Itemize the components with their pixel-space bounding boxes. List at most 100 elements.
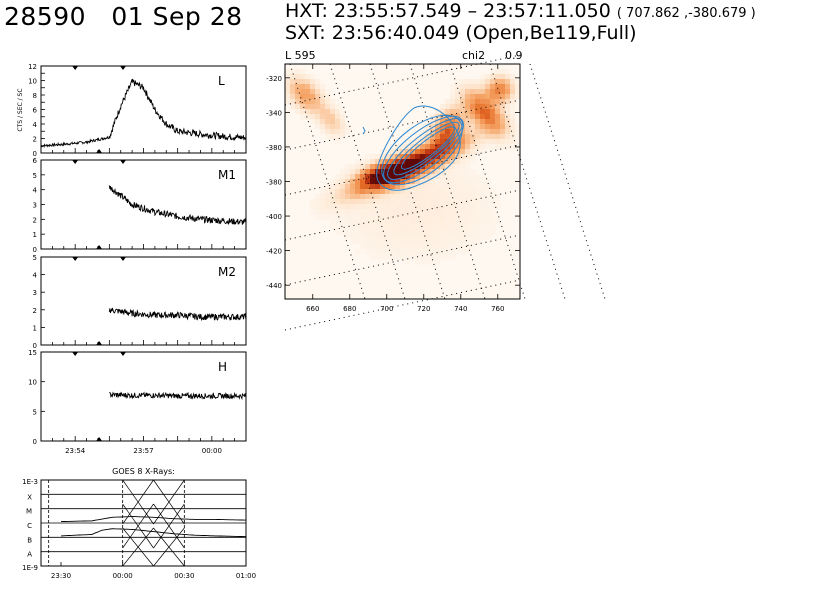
image-pixel [375, 154, 381, 160]
image-pixel [420, 224, 426, 230]
image-pixel [455, 174, 461, 180]
image-pixel [325, 194, 331, 200]
image-pixel [485, 194, 491, 200]
image-pixel [445, 99, 451, 105]
image-pixel [310, 74, 316, 80]
image-pixel [295, 74, 301, 80]
image-pixel [285, 79, 291, 85]
image-pixel [440, 114, 446, 120]
image-pixel [435, 249, 441, 255]
image-pixel [480, 129, 486, 135]
image-pixel [395, 219, 401, 225]
image-pixel [370, 154, 376, 160]
image-pixel [320, 119, 326, 125]
image-pixel [370, 229, 376, 235]
image-pixel [420, 214, 426, 220]
image-pixel [325, 99, 331, 105]
image-pixel [360, 214, 366, 220]
image-pixel [440, 129, 446, 135]
image-pixel [475, 204, 481, 210]
image-pixel [395, 234, 401, 240]
image-pixel [350, 174, 356, 180]
image-pixel [475, 144, 481, 150]
image-pixel [430, 244, 436, 250]
image-pixel [360, 244, 366, 250]
event-id-date: 28590 01 Sep 28 [4, 2, 243, 31]
image-pixel [380, 219, 386, 225]
image-pixel [470, 189, 476, 195]
image-pixel [445, 249, 451, 255]
image-pixel [385, 244, 391, 250]
image-pixel [395, 194, 401, 200]
image-pixel [485, 189, 491, 195]
image-pixel [395, 164, 401, 170]
image-pixel [365, 214, 371, 220]
image-pixel [490, 69, 496, 75]
interval-marker-top [120, 352, 126, 356]
image-pixel [390, 249, 396, 255]
image-pixel [470, 234, 476, 240]
image-pixel [325, 94, 331, 100]
image-pixel [460, 219, 466, 225]
image-pixel [320, 84, 326, 90]
image-pixel [445, 239, 451, 245]
image-pixel [455, 89, 461, 95]
image-pixel [470, 134, 476, 140]
image-pixel [485, 204, 491, 210]
y-tick-label: -380 [266, 144, 282, 152]
image-pixel [365, 249, 371, 255]
image-pixel [460, 179, 466, 185]
image-pixel [490, 129, 496, 135]
image-pixel [295, 89, 301, 95]
image-pixel [420, 239, 426, 245]
image-pixel [320, 194, 326, 200]
image-pixel [445, 179, 451, 185]
image-pixel [375, 244, 381, 250]
image-pixel [445, 169, 451, 175]
image-pixel [420, 254, 426, 260]
image-pixel [490, 189, 496, 195]
image-pixel [480, 74, 486, 80]
image-pixel [290, 84, 296, 90]
image-pixel [475, 224, 481, 230]
image-pixel [320, 214, 326, 220]
image-pixel [480, 234, 486, 240]
image-pixel [365, 179, 371, 185]
image-pixel [310, 94, 316, 100]
image-pixel [420, 199, 426, 205]
grid-line [284, 189, 521, 241]
image-pixel [490, 139, 496, 145]
image-pixel [355, 239, 361, 245]
image-pixel [320, 129, 326, 135]
image-pixel [340, 189, 346, 195]
image-pixel [425, 174, 431, 180]
image-pixel [460, 174, 466, 180]
band-label: H [218, 360, 227, 374]
image-pixel [500, 134, 506, 140]
image-pixel [435, 139, 441, 145]
image-pixel [395, 144, 401, 150]
goes-gap-line [153, 479, 185, 525]
image-pixel [355, 164, 361, 170]
image-pixel [440, 174, 446, 180]
image-pixel [450, 89, 456, 95]
image-pixel [365, 189, 371, 195]
image-pixel [400, 144, 406, 150]
image-pixel [330, 99, 336, 105]
image-pixel [370, 219, 376, 225]
image-pixel [495, 119, 501, 125]
image-pixel [360, 209, 366, 215]
image-pixel [320, 199, 326, 205]
image-pixel [465, 144, 471, 150]
y-tick-label: 1 [33, 324, 37, 332]
band-label: L [218, 74, 225, 88]
image-pixel [440, 194, 446, 200]
image-pixel [450, 119, 456, 125]
image-pixel [495, 74, 501, 80]
image-pixel [310, 89, 316, 95]
image-pixel [360, 199, 366, 205]
image-pixel [485, 229, 491, 235]
image-pixel [420, 129, 426, 135]
image-pixel [375, 234, 381, 240]
image-pixel [415, 219, 421, 225]
